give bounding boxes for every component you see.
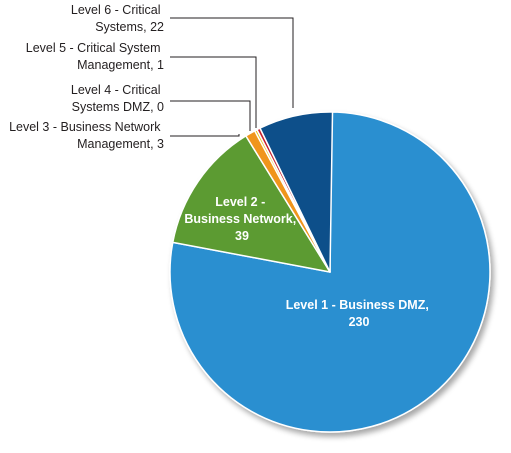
label-level-2-line3: 39 — [235, 229, 249, 243]
label-level-3: Level 3 - Business Network Management, 3 — [9, 120, 164, 151]
label-level-6-line1: Level 6 - Critical — [71, 3, 161, 17]
label-level-2-line1: Level 2 - — [215, 195, 265, 209]
label-level-5-line2: Management, 1 — [77, 58, 164, 72]
pie-slice-level-2 — [172, 135, 331, 273]
leader-line-level-3 — [170, 134, 240, 137]
label-level-1-line2: 230 — [349, 315, 370, 329]
label-level-5: Level 5 - Critical System Management, 1 — [26, 41, 164, 72]
label-level-4: Level 4 - Critical Systems DMZ, 0 — [71, 83, 164, 114]
leader-line-level-5 — [170, 56, 257, 128]
label-level-6: Level 6 - Critical Systems, 22 — [71, 3, 164, 34]
label-level-6-line2: Systems, 22 — [95, 20, 164, 34]
label-level-1: Level 1 - Business DMZ, 230 — [286, 298, 433, 329]
label-level-3-line2: Management, 3 — [77, 137, 164, 151]
label-level-2-line2: Business Network, — [184, 212, 296, 226]
label-level-1-line1: Level 1 - Business DMZ, — [286, 298, 429, 312]
label-level-3-line1: Level 3 - Business Network — [9, 120, 161, 134]
label-level-5-line1: Level 5 - Critical System — [26, 41, 161, 55]
leader-line-level-6 — [170, 17, 294, 108]
leader-line-level-4 — [170, 100, 251, 131]
pie-slice-level-6 — [259, 111, 334, 273]
label-level-4-line1: Level 4 - Critical — [71, 83, 161, 97]
label-level-2: Level 2 - Business Network, 39 — [184, 195, 299, 243]
label-level-4-line2: Systems DMZ, 0 — [72, 100, 164, 114]
pie-slices — [169, 111, 491, 433]
